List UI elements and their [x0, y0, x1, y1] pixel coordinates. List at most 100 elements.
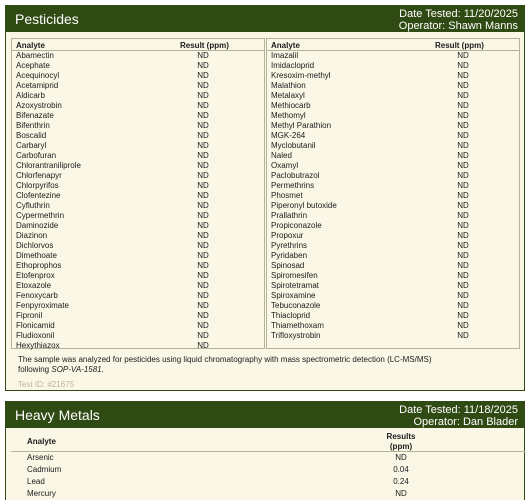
- table-row: Fenoxycarb ND: [12, 291, 264, 301]
- result-value: ND: [197, 201, 209, 210]
- result-value: ND: [197, 91, 209, 100]
- result-value: ND: [457, 191, 469, 200]
- analyte-name: Piperonyl butoxide: [271, 201, 337, 210]
- table-row: Myclobutanil ND: [267, 141, 519, 151]
- analyte-name: Chlorantraniliprole: [16, 161, 81, 170]
- analyte-name: Diazinon: [16, 231, 48, 240]
- results-header-line1: Results: [386, 432, 416, 441]
- table-row: Etoxazole ND: [12, 281, 264, 291]
- result-column-header: Result (ppm): [180, 41, 229, 50]
- table-row: Thiacloprid ND: [267, 311, 519, 321]
- result-value: ND: [457, 331, 469, 340]
- analyte-name: Myclobutanil: [271, 141, 316, 150]
- result-value: ND: [457, 281, 469, 290]
- table-row: Metalaxyl ND: [267, 91, 519, 101]
- result-value: ND: [197, 281, 209, 290]
- table-row: Azoxystrobin ND: [12, 101, 264, 111]
- table-row: Imidacloprid ND: [267, 61, 519, 71]
- result-value: ND: [197, 251, 209, 260]
- analyte-name: Chlorfenapyr: [16, 171, 62, 180]
- heavy-metals-title: Heavy Metals: [15, 407, 100, 423]
- analyte-name: Trifloxystrobin: [271, 331, 321, 340]
- analyte-name: Ethoprophos: [16, 261, 62, 270]
- pesticides-panel: Pesticides Date Tested: 11/20/2025 Opera…: [5, 5, 525, 391]
- result-value: ND: [457, 221, 469, 230]
- analyte-name: Cadmium: [27, 465, 62, 474]
- analyte-name: Arsenic: [27, 453, 54, 462]
- analyte-name: Spinosad: [271, 261, 305, 270]
- analyte-name: Etoxazole: [16, 281, 52, 290]
- pesticides-date-tested: Date Tested: 11/20/2025: [399, 8, 518, 20]
- results-column-header: Results (ppm): [371, 432, 431, 452]
- table-row: Boscalid ND: [12, 131, 264, 141]
- analyte-name: Prallathrin: [271, 211, 308, 220]
- analyte-name: Fludioxonil: [16, 331, 55, 340]
- analyte-name: Azoxystrobin: [16, 101, 62, 110]
- table-row: Naled ND: [267, 151, 519, 161]
- table-row: Ethoprophos ND: [12, 261, 264, 271]
- analyte-name: Paclobutrazol: [271, 171, 320, 180]
- table-row: Fenpyroximate ND: [12, 301, 264, 311]
- analyte-name: Bifenthrin: [16, 121, 50, 130]
- table-row: Thiamethoxam ND: [267, 321, 519, 331]
- analyte-name: Permethrins: [271, 181, 315, 190]
- results-header-line2: (ppm): [389, 442, 413, 451]
- pesticides-table: Analyte Result (ppm) Abamectin ND Acephate…: [11, 38, 520, 350]
- result-value: ND: [197, 241, 209, 250]
- table-row: Arsenic ND: [11, 452, 525, 464]
- table-row: Spinosad ND: [267, 261, 519, 271]
- result-value: ND: [457, 151, 469, 160]
- result-value: ND: [197, 211, 209, 220]
- analyte-name: Carbaryl: [16, 141, 47, 150]
- table-row: Flonicamid ND: [12, 321, 264, 331]
- analyte-name: Fenpyroximate: [16, 301, 69, 310]
- table-row: Pyridaben ND: [267, 251, 519, 261]
- table-row: Bifenthrin ND: [12, 121, 264, 131]
- table-row: Dimethoate ND: [12, 251, 264, 261]
- analyte-column-header: Analyte: [27, 437, 56, 446]
- table-row: Spiromesifen ND: [267, 271, 519, 281]
- heavy-metals-header: Heavy Metals Date Tested: 11/18/2025 Ope…: [6, 402, 524, 428]
- table-row: Clofentezine ND: [12, 191, 264, 201]
- result-value: ND: [457, 171, 469, 180]
- result-value: ND: [457, 71, 469, 80]
- table-row: Prallathrin ND: [267, 211, 519, 221]
- analyte-name: Cypermethrin: [16, 211, 65, 220]
- analyte-name: Tebuconazole: [271, 301, 321, 310]
- analyte-name: Cyfluthrin: [16, 201, 50, 210]
- table-row: Phosmet ND: [267, 191, 519, 201]
- pesticides-test-info: Date Tested: 11/20/2025 Operator: Shawn …: [399, 8, 518, 32]
- result-value: ND: [457, 81, 469, 90]
- table-row: Propiconazole ND: [267, 221, 519, 231]
- analyte-name: Pyridaben: [271, 251, 308, 260]
- result-value: ND: [197, 71, 209, 80]
- table-row: Diazinon ND: [12, 231, 264, 241]
- table-row: Bifenazate ND: [12, 111, 264, 121]
- analyte-name: Etofenprox: [16, 271, 55, 280]
- result-value: ND: [457, 291, 469, 300]
- result-value: ND: [197, 171, 209, 180]
- table-header: Analyte Results (ppm): [11, 431, 525, 452]
- analyte-name: Oxamyl: [271, 161, 299, 170]
- analyte-name: Carbofuran: [16, 151, 57, 160]
- table-row: Cypermethrin ND: [12, 211, 264, 221]
- analyte-name: Abamectin: [16, 51, 54, 60]
- analyte-name: Flonicamid: [16, 321, 55, 330]
- test-id: Test ID: #21675: [18, 380, 75, 389]
- result-value: ND: [457, 241, 469, 250]
- method-note: The sample was analyzed for pesticides u…: [18, 355, 458, 375]
- table-row: Carbofuran ND: [12, 151, 264, 161]
- table-row: Permethrins ND: [267, 181, 519, 191]
- table-row: Methiocarb ND: [267, 101, 519, 111]
- analyte-name: Thiacloprid: [271, 311, 311, 320]
- result-value: ND: [457, 61, 469, 70]
- result-column-header: Result (ppm): [435, 41, 484, 50]
- table-row: Methyl Parathion ND: [267, 121, 519, 131]
- result-value: 0.24: [393, 477, 409, 486]
- analyte-name: Bifenazate: [16, 111, 54, 120]
- result-value: ND: [395, 489, 407, 498]
- analyte-name: Metalaxyl: [271, 91, 305, 100]
- result-value: ND: [197, 321, 209, 330]
- result-value: ND: [197, 311, 209, 320]
- analyte-name: Hexythiazox: [16, 341, 60, 350]
